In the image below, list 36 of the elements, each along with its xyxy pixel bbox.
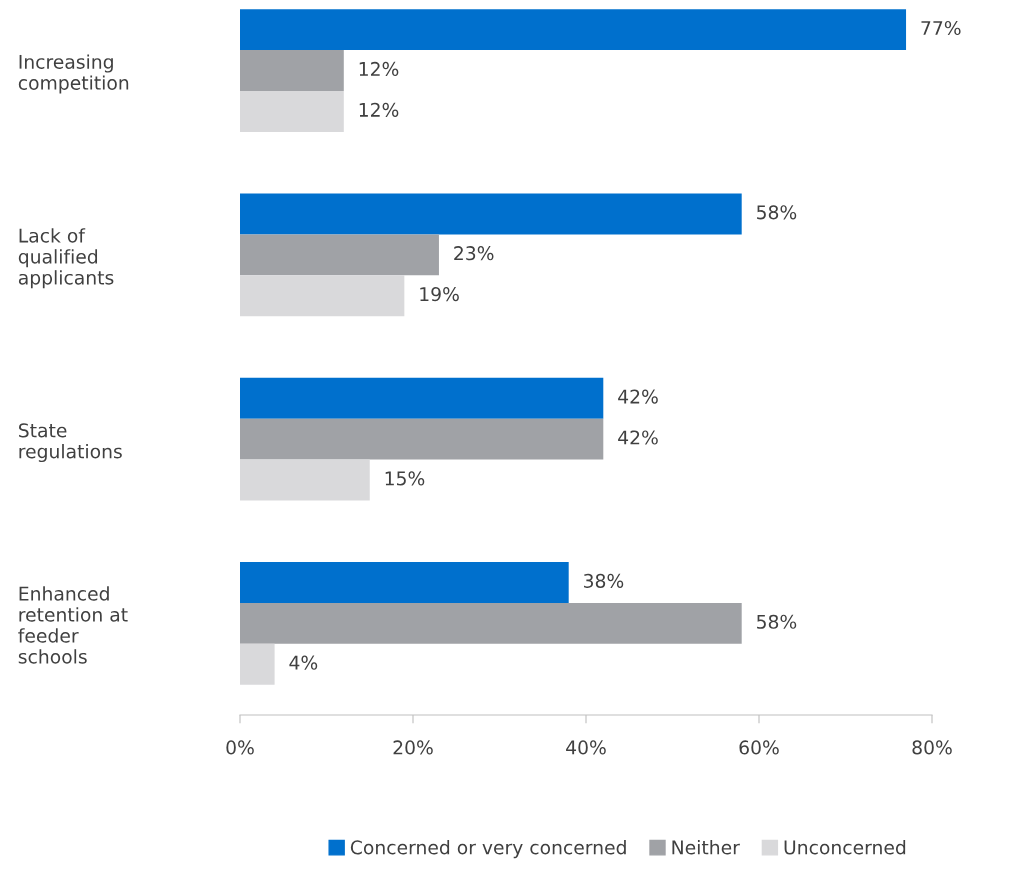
y-tick-label: Increasing competition <box>18 54 129 94</box>
bar <box>240 562 569 603</box>
bar <box>240 91 344 132</box>
data-label: 42% <box>618 430 658 445</box>
legend-label: Neither <box>672 839 740 855</box>
bar <box>240 377 604 419</box>
data-label: 38% <box>584 573 624 588</box>
x-tick-label: 40% <box>566 740 606 755</box>
y-tick-label: State regulations <box>19 423 122 463</box>
x-tick-label: 0% <box>226 740 254 755</box>
x-tick-label: 20% <box>393 740 433 755</box>
bar <box>240 643 275 685</box>
bar <box>240 234 439 276</box>
bar <box>240 459 370 501</box>
data-label: 15% <box>385 471 425 486</box>
y-tick-label: Enhanced retention at feeder schools <box>18 586 128 664</box>
legend-label: Unconcerned <box>784 839 906 855</box>
bar <box>240 9 907 51</box>
data-label: 12% <box>359 61 399 77</box>
bar <box>240 275 405 317</box>
data-label: 19% <box>420 287 459 302</box>
bar <box>240 418 604 460</box>
data-label: 58% <box>757 614 797 629</box>
x-tick-label: 80% <box>912 740 952 755</box>
bar <box>240 602 742 644</box>
data-label: 42% <box>618 389 658 404</box>
data-label: 4% <box>289 655 318 670</box>
data-label: 23% <box>454 246 494 261</box>
data-label: 77% <box>921 20 961 36</box>
data-label: 12% <box>359 102 399 117</box>
legend-label: Concerned or very concerned <box>350 839 626 859</box>
bar <box>240 193 742 235</box>
bar <box>240 50 344 92</box>
x-tick-label: 60% <box>739 740 779 755</box>
y-tick-label: Lack of qualified applicants <box>18 228 114 289</box>
data-label: 58% <box>757 205 797 220</box>
